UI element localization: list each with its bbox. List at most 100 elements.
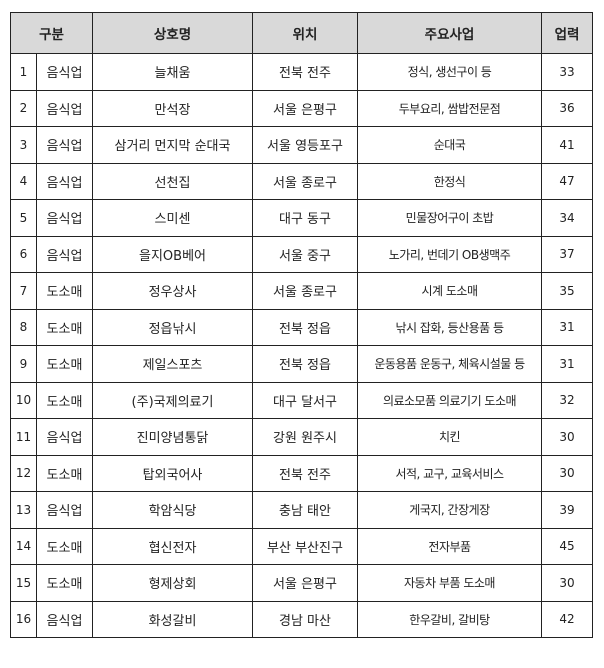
- row-number: 11: [10, 418, 37, 456]
- location-cell: 서울 영등포구: [252, 126, 358, 164]
- years-cell: 42: [541, 600, 593, 638]
- years-cell: 32: [541, 381, 593, 419]
- row-number: 13: [10, 491, 37, 529]
- row-number: 8: [10, 308, 37, 346]
- header-location: 위치: [252, 12, 358, 54]
- table-row: 7 도소매 정우상사 서울 종로구 시계 도소매 35: [10, 272, 593, 310]
- business-cell: 시계 도소매: [357, 272, 542, 310]
- category-cell: 도소매: [36, 454, 93, 492]
- header-row: 구분 상호명 위치 주요사업 업력: [10, 12, 593, 54]
- table-row: 2 음식업 만석장 서울 은평구 두부요리, 쌈밥전문점 36: [10, 89, 593, 127]
- category-cell: 도소매: [36, 381, 93, 419]
- business-cell: 치킨: [357, 418, 542, 456]
- table-row: 15 도소매 형제상회 서울 은평구 자동차 부품 도소매 30: [10, 564, 593, 602]
- years-cell: 36: [541, 89, 593, 127]
- location-cell: 서울 중구: [252, 235, 358, 273]
- header-business: 주요사업: [357, 12, 542, 54]
- table-row: 14 도소매 협신전자 부산 부산진구 전자부품 45: [10, 527, 593, 565]
- years-cell: 31: [541, 345, 593, 383]
- category-cell: 도소매: [36, 272, 93, 310]
- location-cell: 서울 종로구: [252, 162, 358, 200]
- table-row: 3 음식업 삼거리 먼지막 순대국 서울 영등포구 순대국 41: [10, 126, 593, 164]
- name-cell: 스미센: [92, 199, 253, 237]
- name-cell: 을지OB베어: [92, 235, 253, 273]
- row-number: 12: [10, 454, 37, 492]
- years-cell: 34: [541, 199, 593, 237]
- category-cell: 도소매: [36, 345, 93, 383]
- years-cell: 31: [541, 308, 593, 346]
- table-row: 6 음식업 을지OB베어 서울 중구 노가리, 번데기 OB생맥주 37: [10, 235, 593, 273]
- row-number: 15: [10, 564, 37, 602]
- table-row: 4 음식업 선천집 서울 종로구 한정식 47: [10, 162, 593, 200]
- name-cell: 형제상회: [92, 564, 253, 602]
- category-cell: 음식업: [36, 418, 93, 456]
- name-cell: 진미양념통닭: [92, 418, 253, 456]
- name-cell: 정읍낚시: [92, 308, 253, 346]
- category-cell: 음식업: [36, 491, 93, 529]
- business-cell: 두부요리, 쌈밥전문점: [357, 89, 542, 127]
- table-row: 9 도소매 제일스포츠 전북 정읍 운동용품 운동구, 체육시설물 등 31: [10, 345, 593, 383]
- category-cell: 음식업: [36, 235, 93, 273]
- row-number: 4: [10, 162, 37, 200]
- location-cell: 대구 달서구: [252, 381, 358, 419]
- years-cell: 39: [541, 491, 593, 529]
- row-number: 6: [10, 235, 37, 273]
- category-cell: 도소매: [36, 308, 93, 346]
- row-number: 16: [10, 600, 37, 638]
- name-cell: 탑외국어사: [92, 454, 253, 492]
- years-cell: 47: [541, 162, 593, 200]
- business-cell: 전자부품: [357, 527, 542, 565]
- header-category: 구분: [10, 12, 93, 54]
- table-row: 5 음식업 스미센 대구 동구 민물장어구이 초밥 34: [10, 199, 593, 237]
- business-cell: 운동용품 운동구, 체육시설물 등: [357, 345, 542, 383]
- location-cell: 전북 정읍: [252, 345, 358, 383]
- business-cell: 민물장어구이 초밥: [357, 199, 542, 237]
- location-cell: 경남 마산: [252, 600, 358, 638]
- header-name: 상호명: [92, 12, 253, 54]
- name-cell: 삼거리 먼지막 순대국: [92, 126, 253, 164]
- name-cell: 학암식당: [92, 491, 253, 529]
- business-cell: 게국지, 간장게장: [357, 491, 542, 529]
- category-cell: 도소매: [36, 564, 93, 602]
- category-cell: 음식업: [36, 162, 93, 200]
- name-cell: 선천집: [92, 162, 253, 200]
- business-cell: 서적, 교구, 교육서비스: [357, 454, 542, 492]
- location-cell: 전북 전주: [252, 454, 358, 492]
- location-cell: 강원 원주시: [252, 418, 358, 456]
- table-row: 13 음식업 학암식당 충남 태안 게국지, 간장게장 39: [10, 491, 593, 529]
- business-cell: 의료소모품 의료기기 도소매: [357, 381, 542, 419]
- location-cell: 부산 부산진구: [252, 527, 358, 565]
- row-number: 14: [10, 527, 37, 565]
- header-years: 업력: [541, 12, 593, 54]
- name-cell: (주)국제의료기: [92, 381, 253, 419]
- business-cell: 낚시 잡화, 등산용품 등: [357, 308, 542, 346]
- location-cell: 서울 종로구: [252, 272, 358, 310]
- location-cell: 대구 동구: [252, 199, 358, 237]
- location-cell: 서울 은평구: [252, 564, 358, 602]
- category-cell: 도소매: [36, 527, 93, 565]
- row-number: 7: [10, 272, 37, 310]
- category-cell: 음식업: [36, 89, 93, 127]
- category-cell: 음식업: [36, 53, 93, 91]
- name-cell: 정우상사: [92, 272, 253, 310]
- name-cell: 만석장: [92, 89, 253, 127]
- location-cell: 전북 정읍: [252, 308, 358, 346]
- location-cell: 충남 태안: [252, 491, 358, 529]
- years-cell: 41: [541, 126, 593, 164]
- business-cell: 한우갈비, 갈비탕: [357, 600, 542, 638]
- category-cell: 음식업: [36, 126, 93, 164]
- row-number: 2: [10, 89, 37, 127]
- business-table: 구분 상호명 위치 주요사업 업력 1 음식업 늘채움 전북 전주 정식, 생선구이 등…: [10, 12, 593, 638]
- category-cell: 음식업: [36, 600, 93, 638]
- table-row: 1 음식업 늘채움 전북 전주 정식, 생선구이 등 33: [10, 53, 593, 91]
- business-cell: 노가리, 번데기 OB생맥주: [357, 235, 542, 273]
- years-cell: 30: [541, 454, 593, 492]
- business-cell: 정식, 생선구이 등: [357, 53, 542, 91]
- table-row: 11 음식업 진미양념통닭 강원 원주시 치킨 30: [10, 418, 593, 456]
- name-cell: 협신전자: [92, 527, 253, 565]
- years-cell: 30: [541, 418, 593, 456]
- category-cell: 음식업: [36, 199, 93, 237]
- location-cell: 전북 전주: [252, 53, 358, 91]
- years-cell: 30: [541, 564, 593, 602]
- years-cell: 33: [541, 53, 593, 91]
